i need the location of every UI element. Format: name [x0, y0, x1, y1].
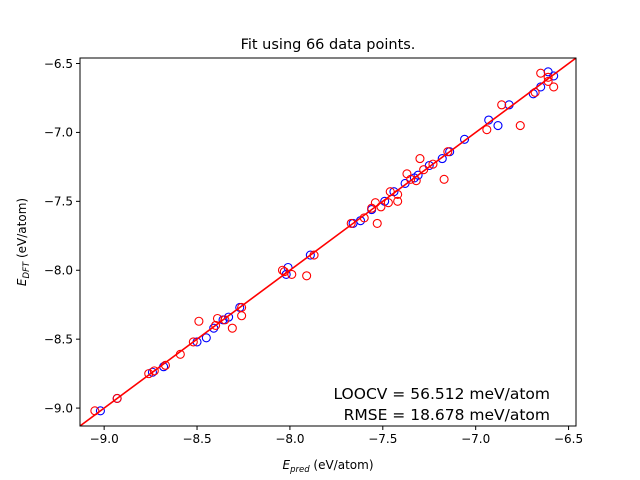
plot-area: −9.0 −8.5 −8.0 −7.5 −7.0 −6.5 −9.0 −8.5 −8.0 −7.…	[44, 57, 583, 446]
data-point-series2-15	[277, 265, 288, 275]
loocv-annotation: LOOCV = 56.512 meV/atom	[333, 385, 550, 403]
data-point-series1-3	[147, 367, 157, 377]
x-axis-label-unit: (eV/atom)	[310, 458, 374, 472]
data-point-series2-24	[372, 218, 382, 228]
data-point-series2-17	[287, 269, 297, 279]
chart-title: Fit using 66 data points.	[241, 37, 416, 53]
x-axis-label-subscript: pred	[289, 465, 310, 475]
x-axis-label: Epred (eV/atom)	[282, 458, 373, 475]
y-tick-label: −6.5	[44, 57, 73, 71]
data-point-series2-33	[415, 154, 425, 164]
data-point-series1-25	[459, 134, 470, 144]
data-point-series2-42	[536, 68, 546, 78]
y-tick-label: −7.5	[44, 195, 73, 209]
data-point-series1-7	[209, 323, 219, 333]
fit-line	[80, 58, 576, 426]
x-tick-label: −7.0	[461, 432, 490, 446]
data-point-series1-6	[201, 333, 211, 343]
data-point-series1-32	[549, 71, 559, 81]
data-point-series2-34	[419, 165, 429, 175]
data-point-series2-12	[227, 323, 237, 333]
data-point-series2-18	[302, 271, 312, 281]
data-point-series2-7	[188, 337, 198, 347]
data-point-series2-8	[194, 316, 204, 326]
data-point-series1-1	[95, 406, 105, 416]
x-axis-ticks: −9.0 −8.5 −8.0 −7.5 −7.0 −6.5	[90, 426, 583, 446]
data-point-series2-9	[211, 320, 221, 330]
data-point-series2-3	[144, 369, 154, 379]
data-point-series2-11	[220, 315, 230, 325]
data-point-series2-43	[543, 72, 553, 82]
data-point-series2-29	[393, 196, 403, 206]
axes-frame	[79, 57, 577, 427]
data-point-series1-21	[413, 170, 423, 180]
data-point-series2-20	[346, 218, 356, 228]
y-axis-ticks: −9.0 −8.5 −8.0 −7.5 −7.0 −6.5	[44, 57, 80, 415]
data-point-series1-23	[437, 154, 447, 164]
x-tick-label: −8.0	[275, 432, 304, 446]
data-point-series2-38	[482, 125, 492, 135]
data-point-series1-27	[493, 120, 503, 131]
y-tick-label: −9.0	[44, 401, 73, 415]
data-point-series2-37	[443, 147, 453, 157]
y-axis-label-symbol: E	[15, 278, 29, 286]
y-axis-label-subscript: DFT	[22, 261, 32, 278]
x-tick-label: −8.5	[182, 432, 211, 446]
x-tick-label: −7.5	[368, 432, 397, 446]
rmse-annotation: RMSE = 18.678 meV/atom	[344, 406, 550, 424]
data-point-series2-39	[497, 100, 507, 110]
x-axis-label-symbol: E	[282, 458, 290, 472]
data-point-series2-31	[406, 174, 416, 184]
y-axis-label: EDFT (eV/atom)	[15, 198, 32, 286]
y-tick-label: −8.0	[44, 264, 73, 278]
data-point-series2-26	[383, 198, 393, 208]
x-tick-label: −6.5	[554, 432, 583, 446]
x-tick-label: −9.0	[90, 432, 119, 446]
data-point-series1-13	[305, 250, 315, 260]
data-point-series2-45	[549, 82, 559, 92]
y-axis-label-unit: (eV/atom)	[15, 198, 29, 262]
data-point-series2-2	[112, 393, 122, 403]
y-tick-label: −8.5	[44, 332, 73, 346]
data-point-series2-14	[237, 302, 247, 313]
data-point-series2-35	[428, 159, 438, 169]
data-point-series2-40	[515, 120, 525, 131]
data-point-series2-4	[149, 366, 159, 376]
data-point-series2-36	[439, 174, 449, 184]
y-tick-label: −7.0	[44, 126, 73, 140]
